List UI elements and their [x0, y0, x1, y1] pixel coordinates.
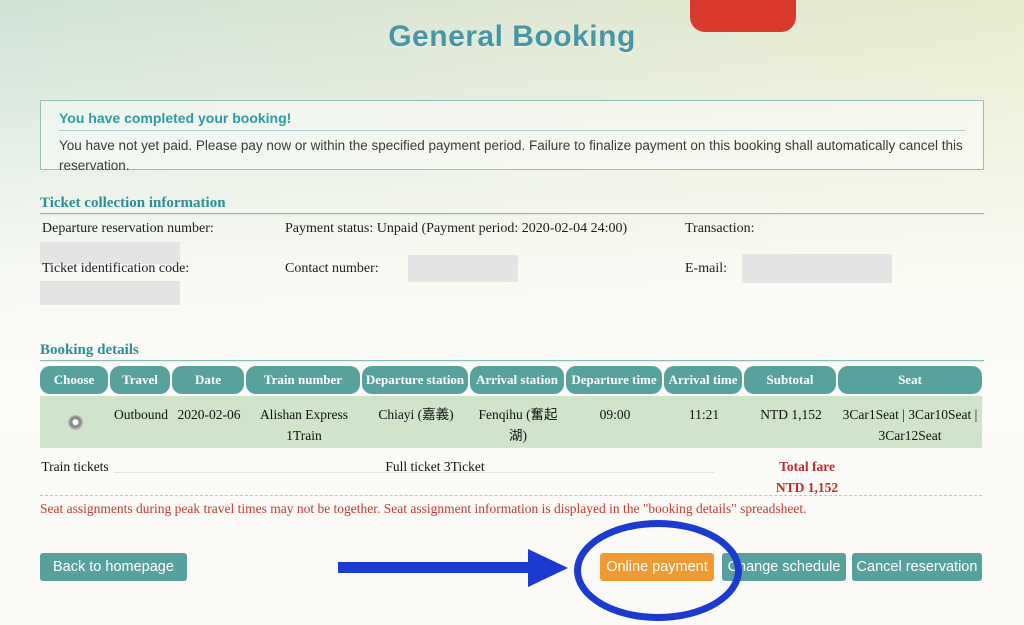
header-departure-time: Departure time: [566, 366, 662, 394]
transaction-label: Transaction:: [685, 221, 755, 236]
contact-number-value: [408, 255, 518, 282]
booking-table: Choose Travel Date Train number Departur…: [40, 366, 982, 496]
cancel-reservation-button[interactable]: Cancel reservation: [852, 553, 982, 581]
choose-cell[interactable]: [40, 396, 110, 448]
ticket-info-divider: [40, 213, 984, 214]
email-value: [742, 254, 892, 283]
ticket-id-value: [40, 281, 180, 305]
booking-details-heading: Booking details: [40, 342, 139, 358]
travel-cell: Outbound: [114, 407, 168, 422]
header-arrival-station: Arrival station: [470, 366, 564, 394]
ticket-count: Full ticket 3Ticket: [385, 459, 485, 474]
train-number-cell: Alishan Express 1Train: [259, 407, 349, 443]
page-title: General Booking: [388, 20, 636, 53]
change-schedule-button[interactable]: Change schedule: [722, 553, 846, 581]
booking-details-divider: [40, 360, 984, 361]
seat-assignment-warning: Seat assignments during peak travel time…: [40, 501, 807, 516]
notice-heading: You have completed your booking!: [59, 110, 292, 126]
total-fare: Total fare NTD 1,152: [760, 448, 854, 499]
header-choose: Choose: [40, 366, 108, 394]
arrival-time-cell: 11:21: [688, 407, 720, 422]
departure-time-cell: 09:00: [599, 407, 631, 422]
choose-radio-selected[interactable]: [67, 415, 83, 430]
seat-cell: 3Car1Seat | 3Car10Seat | 3Car12Seat: [842, 407, 978, 443]
departure-reservation-value: [40, 242, 180, 264]
ticket-id-label: Ticket identification code:: [42, 261, 190, 276]
departure-reservation-label: Departure reservation number:: [42, 221, 214, 236]
booking-row: Outbound 2020-02-06 Alishan Express 1Tra…: [40, 396, 982, 448]
email-label: E-mail:: [685, 261, 727, 276]
payment-status-label: Payment status:: [285, 221, 374, 236]
notice-body: You have not yet paid. Please pay now or…: [59, 138, 963, 173]
annotation-arrow-head-icon: [528, 549, 568, 587]
summary-row: Train tickets Full ticket 3Ticket Total …: [40, 448, 982, 496]
payment-status-line: Payment status: Unpaid (Payment period: …: [285, 221, 627, 237]
train-tickets-label: Train tickets: [41, 459, 109, 474]
booking-complete-notice: You have completed your booking! You hav…: [40, 100, 984, 173]
arrival-station-cell: Fenqihu (奮起湖): [478, 407, 558, 443]
ticket-info-heading: Ticket collection information: [40, 195, 226, 211]
header-date: Date: [172, 366, 244, 394]
header-subtotal: Subtotal: [744, 366, 836, 394]
notice-divider: [59, 130, 965, 131]
booking-table-header-row: Choose Travel Date Train number Departur…: [40, 366, 982, 394]
top-red-banner-shape: [690, 0, 796, 32]
summary-divider: [114, 472, 714, 473]
payment-status-value: Unpaid (Payment period: 2020-02-04 24:00…: [376, 221, 628, 236]
departure-station-cell: Chiayi (嘉義): [378, 407, 454, 422]
header-departure-station: Departure station: [362, 366, 468, 394]
header-train-number: Train number: [246, 366, 360, 394]
total-fare-value: NTD 1,152: [775, 479, 839, 495]
header-seat: Seat: [838, 366, 982, 394]
annotation-arrow-shaft: [338, 562, 532, 573]
online-payment-button[interactable]: Online payment: [600, 553, 714, 581]
subtotal-cell: NTD 1,152: [760, 407, 822, 422]
date-cell: 2020-02-06: [177, 407, 241, 422]
header-arrival-time: Arrival time: [664, 366, 742, 394]
contact-number-label: Contact number:: [285, 261, 379, 276]
back-to-homepage-button[interactable]: Back to homepage: [40, 553, 187, 581]
header-travel: Travel: [110, 366, 170, 394]
total-fare-label: Total fare: [779, 459, 835, 474]
